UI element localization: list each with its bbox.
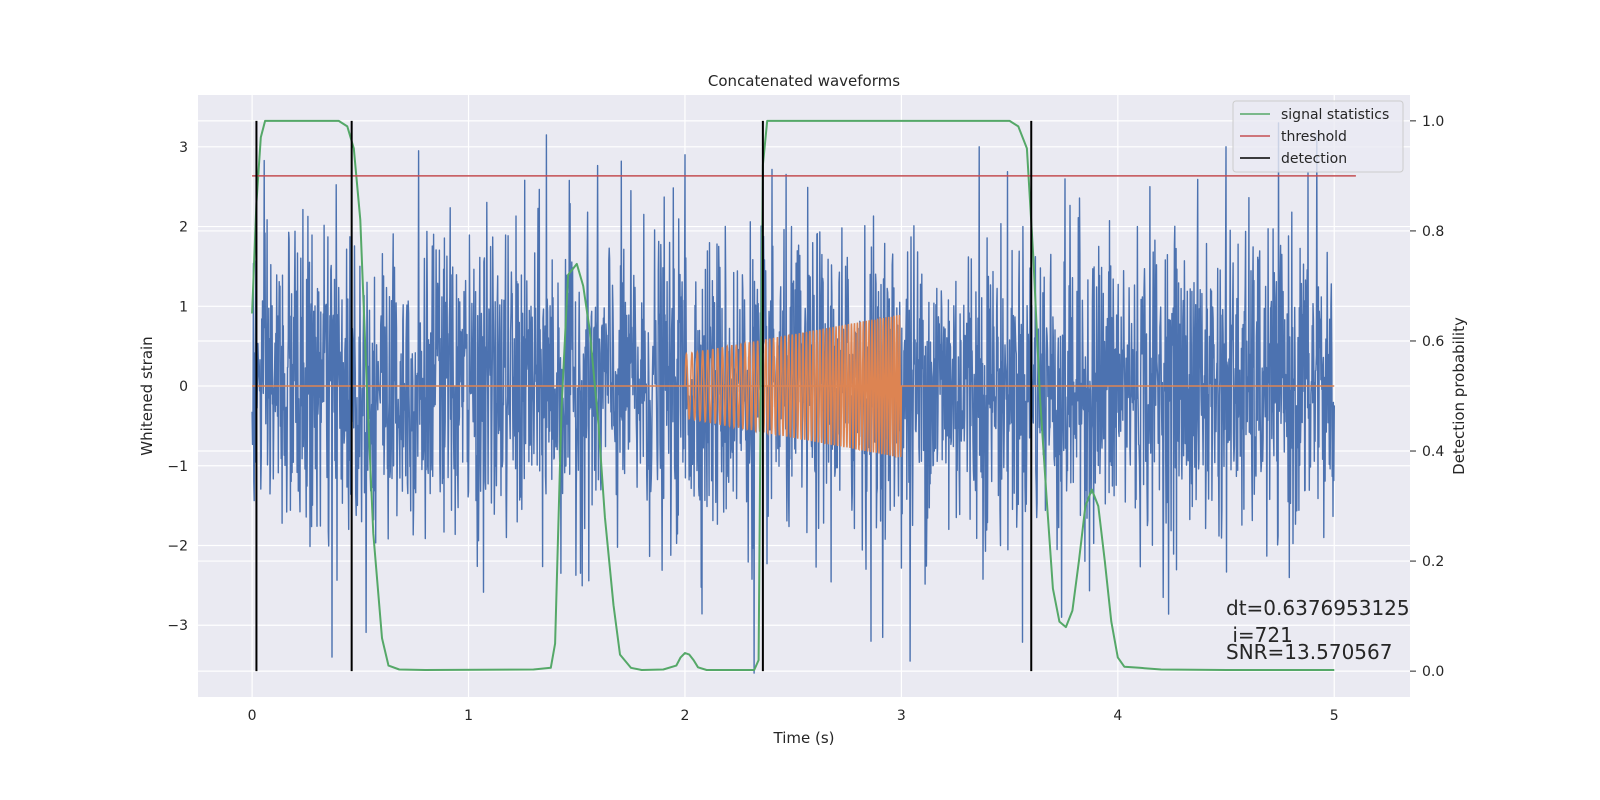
- y-axis-label: Whitened strain: [138, 336, 156, 455]
- legend-label-detection: detection: [1281, 151, 1347, 167]
- legend: signal statistics threshold detection: [1232, 100, 1404, 173]
- y-tick-label: −3: [167, 618, 188, 634]
- annotation-snr: SNR=13.570567: [1226, 640, 1392, 664]
- y-tick-label: 1: [179, 299, 188, 315]
- annotation-dt: dt=0.6376953125: [1226, 596, 1410, 620]
- annotation-index: i=721: [1226, 623, 1293, 647]
- x-tick-label: 1: [464, 708, 473, 724]
- legend-box: [1232, 100, 1404, 173]
- y-tick-label: 3: [179, 140, 188, 156]
- x-ticks: 0 1 2 3 4 5: [248, 708, 1339, 724]
- series-whitened-strain: [251, 122, 1335, 674]
- x-tick-label: 0: [248, 708, 257, 724]
- x-tick-label: 4: [1113, 708, 1122, 724]
- y2-axis-label: Detection probability: [1450, 317, 1468, 475]
- y2-ticks: 0.0 0.2 0.4 0.6 0.8 1.0: [1410, 114, 1444, 680]
- x-tick-label: 2: [681, 708, 690, 724]
- y-ticks: −3 −2 −1 0 1 2 3: [167, 140, 188, 634]
- y2-tick-label: 1.0: [1422, 114, 1444, 130]
- signal-statistics-line: [251, 119, 1335, 671]
- legend-label-threshold: threshold: [1281, 129, 1347, 145]
- x-tick-label: 5: [1330, 708, 1339, 724]
- series-signal-statistics: [251, 119, 1335, 671]
- grid-left: [198, 95, 1410, 697]
- y-tick-label: 0: [179, 379, 188, 395]
- y-tick-label: −1: [167, 459, 188, 475]
- x-axis-label: Time (s): [773, 729, 835, 747]
- y2-tick-label: 0.6: [1422, 334, 1444, 350]
- y2-tick-label: 0.4: [1422, 444, 1444, 460]
- legend-label-signal-statistics: signal statistics: [1281, 107, 1389, 123]
- x-tick-label: 3: [897, 708, 906, 724]
- series-detection: [255, 120, 1033, 672]
- strain-line: [251, 122, 1335, 674]
- signal-line: [684, 314, 903, 459]
- y-tick-label: 2: [179, 220, 188, 236]
- y2-tick-label: 0.0: [1422, 664, 1444, 680]
- y-tick-label: −2: [167, 539, 188, 555]
- chart-title: Concatenated waveforms: [708, 72, 900, 90]
- series-injected-signal: [252, 314, 1335, 459]
- y2-tick-label: 0.2: [1422, 554, 1444, 570]
- y2-tick-label: 0.8: [1422, 224, 1444, 240]
